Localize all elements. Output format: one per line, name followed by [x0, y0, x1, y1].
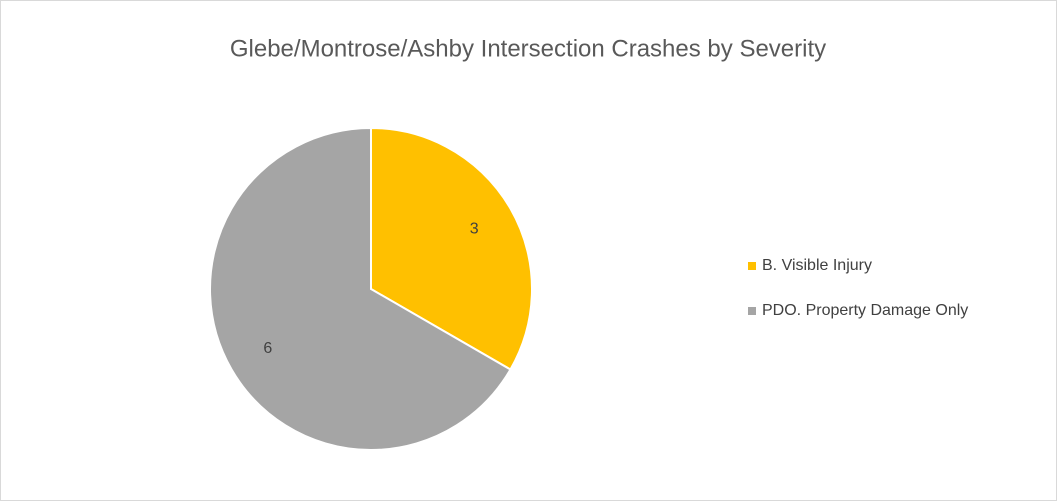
- legend-swatch: [748, 262, 756, 270]
- pie-slice: [370, 126, 533, 371]
- data-label: 6: [263, 340, 272, 357]
- legend-label: PDO. Property Damage Only: [762, 302, 968, 319]
- legend-swatch: [748, 307, 756, 315]
- legend-label: B. Visible Injury: [762, 257, 872, 274]
- chart-title: Glebe/Montrose/Ashby Intersection Crashe…: [230, 35, 826, 62]
- data-label: 3: [470, 221, 479, 238]
- pie-slice: [209, 126, 512, 451]
